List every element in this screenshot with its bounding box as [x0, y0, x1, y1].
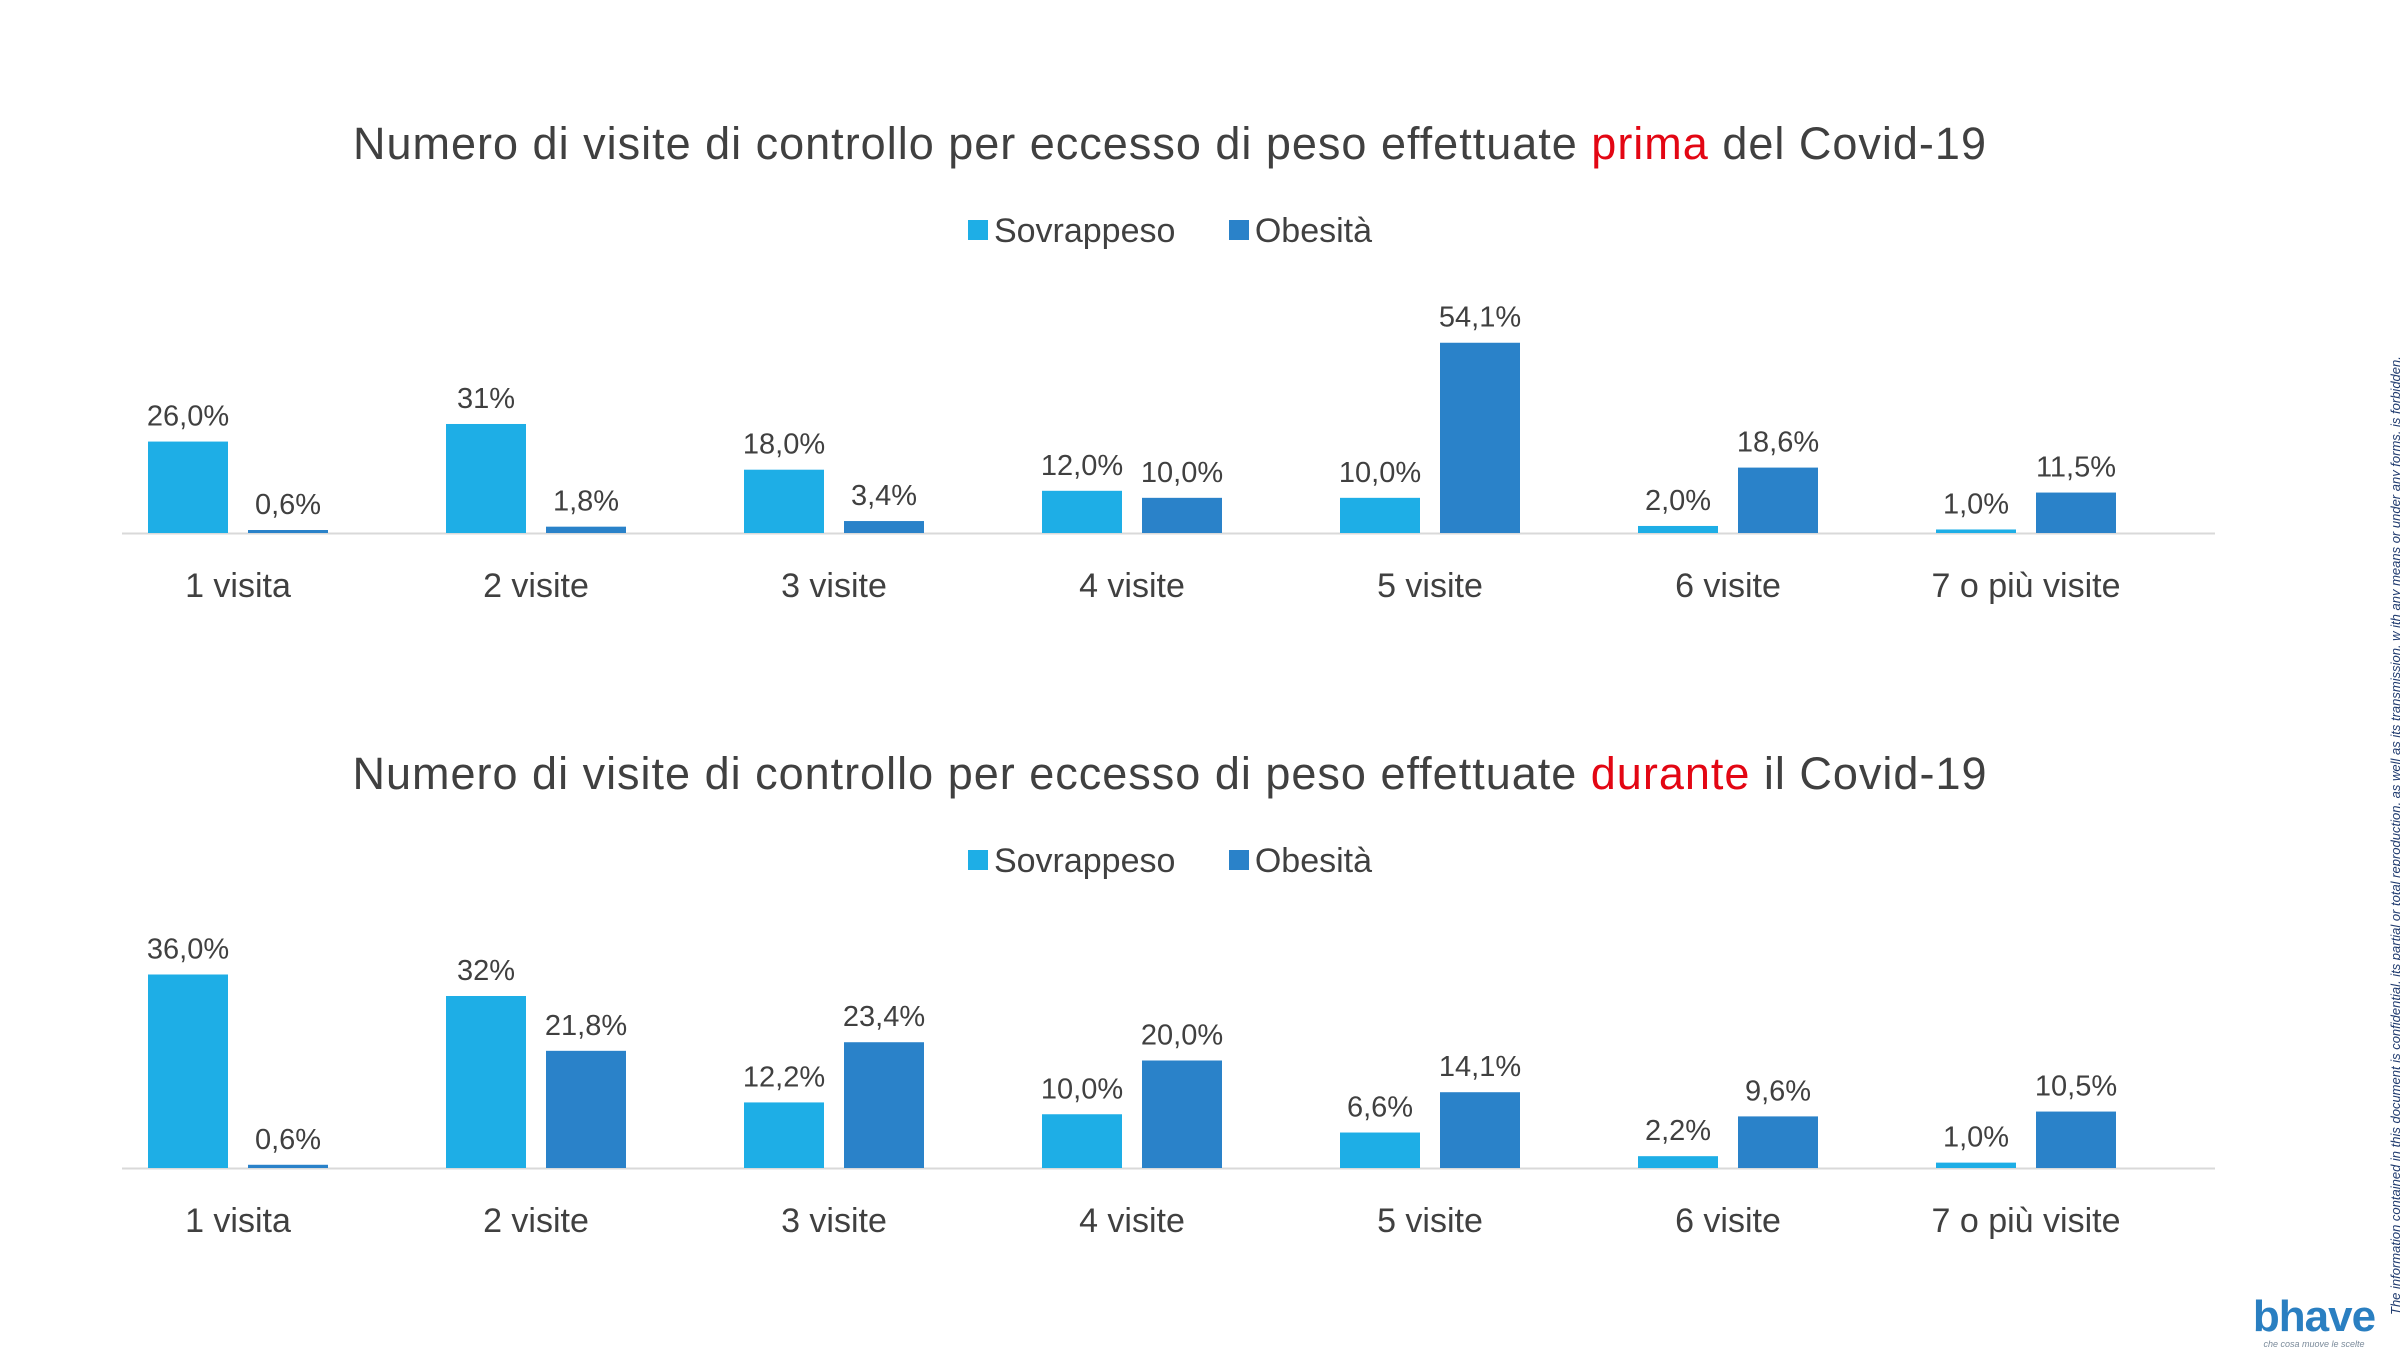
data-label-sovrappeso-2: 32%	[457, 955, 515, 987]
bar-obesita-7	[2036, 492, 2116, 533]
category-label-4: 4 visite	[1079, 567, 1185, 605]
bar-sovrappeso-4	[1042, 490, 1122, 533]
data-label-obesita-4: 20,0%	[1141, 1020, 1223, 1052]
bar-obesita-4	[1142, 497, 1222, 533]
data-label-obesita-5: 14,1%	[1439, 1051, 1521, 1083]
category-label-2: 2 visite	[483, 1202, 589, 1240]
bar-sovrappeso-6	[1638, 1156, 1718, 1168]
category-label-7: 7 o più visite	[1932, 1202, 2121, 1240]
bar-obesita-3	[844, 1042, 924, 1168]
legend-item-sovrappeso: Sovrappeso	[967, 212, 1176, 251]
category-label-4: 4 visite	[1079, 1202, 1185, 1240]
data-label-sovrappeso-5: 6,6%	[1347, 1092, 1413, 1124]
data-label-obesita-4: 10,0%	[1141, 457, 1223, 489]
legend-label-sovrappeso: Sovrappeso	[993, 842, 1176, 880]
bar-obesita-1	[248, 1164, 328, 1168]
data-label-obesita-6: 9,6%	[1745, 1075, 1811, 1107]
chart-title-durante-suffix: il Covid-19	[1750, 748, 1988, 799]
data-label-obesita-2: 21,8%	[545, 1010, 627, 1042]
bar-obesita-2	[546, 1050, 626, 1168]
chart-title-prima-highlight: prima	[1591, 118, 1709, 169]
data-label-obesita-3: 3,4%	[851, 480, 917, 512]
bar-obesita-5	[1440, 342, 1520, 533]
data-label-sovrappeso-7: 1,0%	[1943, 488, 2009, 520]
bar-sovrappeso-4	[1042, 1114, 1122, 1168]
category-label-6: 6 visite	[1675, 567, 1781, 605]
data-label-sovrappeso-7: 1,0%	[1943, 1122, 2009, 1154]
bar-obesita-7	[2036, 1111, 2116, 1168]
chart-title-durante-highlight: durante	[1590, 748, 1751, 799]
legend-item-obesita: Obesità	[1228, 842, 1373, 881]
data-label-sovrappeso-1: 26,0%	[147, 401, 229, 433]
data-label-sovrappeso-3: 12,2%	[743, 1061, 825, 1093]
legend-label-obesita: Obesità	[1254, 842, 1373, 880]
data-label-sovrappeso-2: 31%	[457, 383, 515, 415]
bar-obesita-6	[1738, 467, 1818, 533]
legend-swatch-sovrappeso	[967, 850, 988, 870]
chart-title-prima: Numero di visite di controllo per eccess…	[0, 118, 2340, 170]
bar-obesita-3	[844, 521, 924, 533]
data-label-sovrappeso-1: 36,0%	[147, 934, 229, 966]
logo-wordmark: bhave	[2252, 1292, 2376, 1341]
data-label-obesita-1: 0,6%	[255, 1124, 321, 1156]
bar-obesita-4	[1142, 1060, 1222, 1168]
data-label-obesita-6: 18,6%	[1737, 427, 1819, 459]
chart-title-durante-text: Numero di visite di controllo per eccess…	[352, 748, 1591, 799]
bar-sovrappeso-2	[446, 423, 526, 533]
bar-sovrappeso-7	[1936, 1162, 2016, 1168]
chart-title-prima-text: Numero di visite di controllo per eccess…	[353, 118, 1592, 169]
data-label-sovrappeso-5: 10,0%	[1339, 457, 1421, 489]
logo-tagline: che cosa muove le scelte	[2263, 1339, 2365, 1349]
bar-sovrappeso-7	[1936, 529, 2016, 533]
legend-durante: Sovrappeso Obesità	[0, 842, 2340, 881]
legend-swatch-obesita	[1228, 850, 1249, 870]
bar-sovrappeso-2	[446, 996, 526, 1168]
data-label-obesita-1: 0,6%	[255, 489, 321, 521]
data-label-sovrappeso-3: 18,0%	[743, 429, 825, 461]
data-label-obesita-3: 23,4%	[843, 1001, 925, 1033]
category-label-7: 7 o più visite	[1932, 567, 2121, 605]
bar-obesita-6	[1738, 1116, 1818, 1168]
category-label-1: 1 visita	[185, 1202, 291, 1240]
legend-swatch-obesita	[1228, 220, 1249, 240]
legend-label-sovrappeso: Sovrappeso	[993, 212, 1176, 250]
bar-obesita-1	[248, 530, 328, 533]
data-label-sovrappeso-4: 12,0%	[1041, 450, 1123, 482]
chart-title-prima-suffix: del Covid-19	[1708, 118, 1987, 169]
bar-chart-prima: 26,0% 0,6% 1 visita 31% 1,8% 2 visite 18,0% 3,4…	[122, 302, 2215, 605]
bar-sovrappeso-5	[1340, 497, 1420, 533]
bar-sovrappeso-6	[1638, 525, 1718, 533]
data-label-sovrappeso-4: 10,0%	[1041, 1073, 1123, 1105]
data-label-obesita-2: 1,8%	[553, 486, 619, 518]
bar-sovrappeso-3	[744, 469, 824, 533]
category-label-1: 1 visita	[185, 567, 291, 605]
bar-sovrappeso-3	[744, 1102, 824, 1168]
data-label-obesita-5: 54,1%	[1439, 302, 1521, 334]
confidentiality-note: The information contained in this docume…	[2388, 356, 2400, 1315]
category-label-5: 5 visite	[1377, 1202, 1483, 1240]
data-label-obesita-7: 11,5%	[2036, 452, 2116, 484]
legend-prima: Sovrappeso Obesità	[0, 212, 2340, 251]
data-label-sovrappeso-6: 2,0%	[1645, 485, 1711, 517]
bar-sovrappeso-5	[1340, 1132, 1420, 1168]
chart-title-durante: Numero di visite di controllo per eccess…	[0, 748, 2340, 800]
category-label-3: 3 visite	[781, 567, 887, 605]
bar-obesita-2	[546, 526, 626, 533]
legend-item-obesita: Obesità	[1228, 212, 1373, 251]
category-label-3: 3 visite	[781, 1202, 887, 1240]
legend-label-obesita: Obesità	[1254, 212, 1373, 250]
data-label-obesita-7: 10,5%	[2035, 1071, 2117, 1103]
bar-sovrappeso-1	[148, 441, 228, 533]
data-label-sovrappeso-6: 2,2%	[1645, 1115, 1711, 1147]
legend-swatch-sovrappeso	[967, 220, 988, 240]
category-label-5: 5 visite	[1377, 567, 1483, 605]
bar-obesita-5	[1440, 1092, 1520, 1168]
bhave-logo: bhave che cosa muove le scelte	[2248, 1292, 2380, 1350]
legend-item-sovrappeso: Sovrappeso	[967, 842, 1176, 881]
category-label-2: 2 visite	[483, 567, 589, 605]
category-label-6: 6 visite	[1675, 1202, 1781, 1240]
bar-sovrappeso-1	[148, 974, 228, 1168]
bar-chart-durante: 36,0% 0,6% 1 visita 32% 21,8% 2 visite 12,2% 23…	[122, 934, 2215, 1240]
